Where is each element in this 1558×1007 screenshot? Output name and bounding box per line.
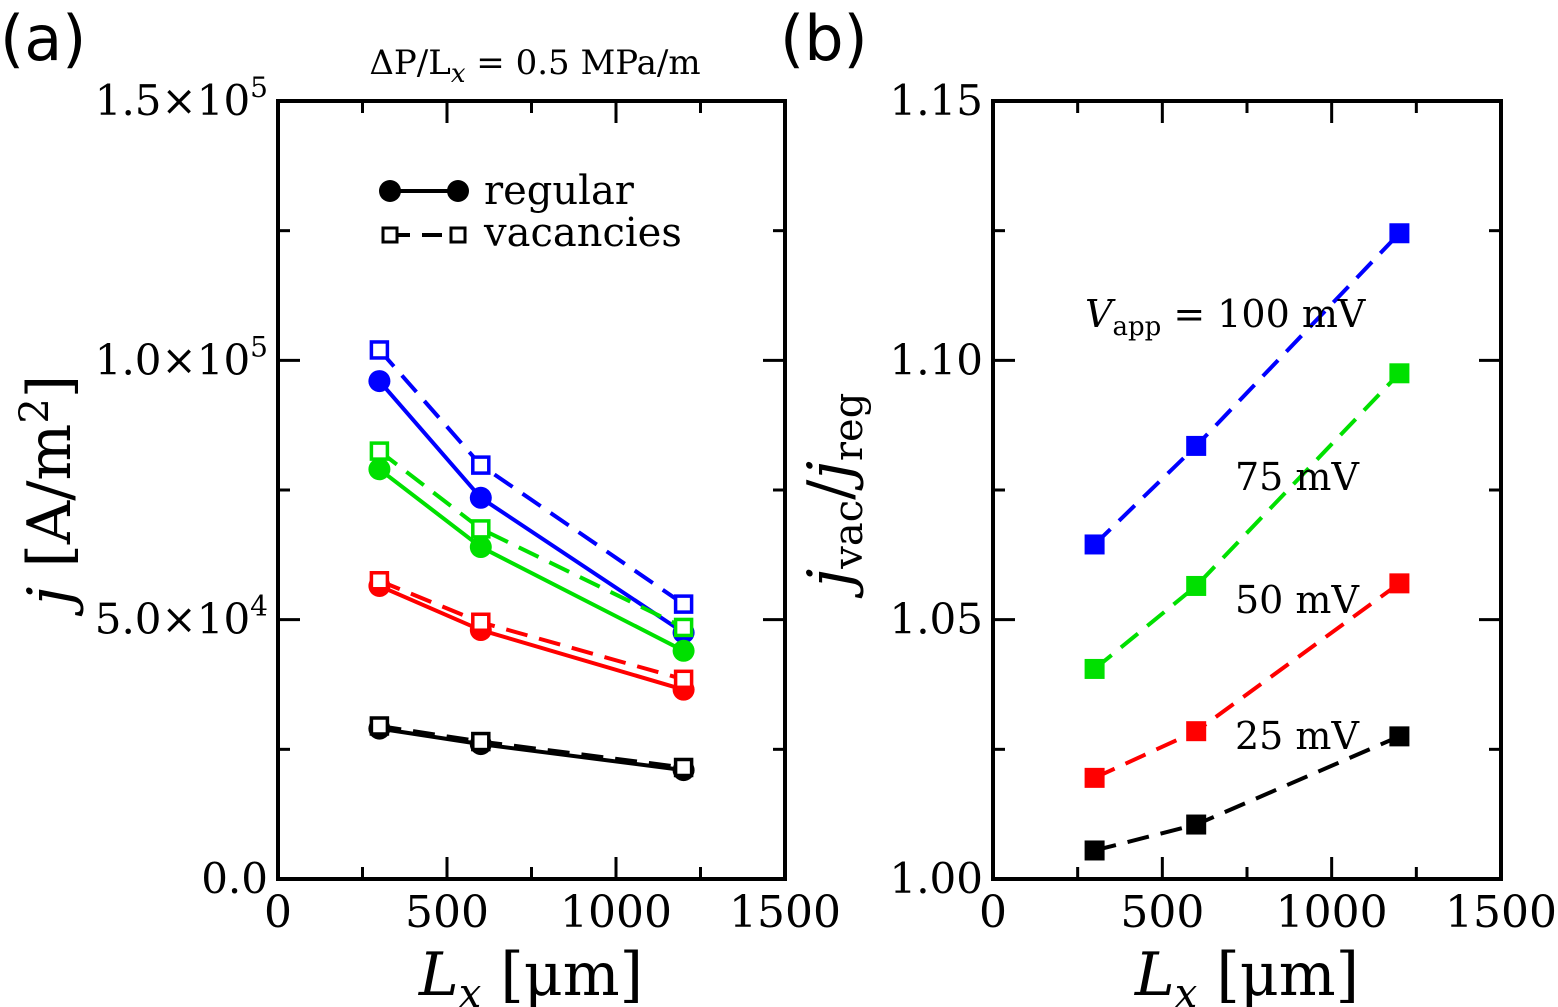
x-tick-label: 1000: [1276, 887, 1388, 938]
data-point: [368, 370, 391, 393]
legend-vacancies-marker-left: [381, 226, 399, 244]
legend-vacancies-label: vacancies: [483, 210, 682, 256]
y-tick-label: 1.05: [889, 595, 983, 644]
legend-vacancies-marker-right: [449, 226, 467, 244]
data-point: [673, 669, 694, 690]
data-point: [369, 716, 390, 736]
y-tick-label: 5.0×104: [95, 590, 268, 644]
legend-regular-marker-left: [379, 180, 401, 202]
chart-b-xlabel: Lx [μm]: [1134, 940, 1359, 1007]
data-point: [368, 458, 391, 481]
data-point: [1084, 534, 1105, 555]
series-line-vacancies-50-mv: [378, 578, 685, 682]
data-point: [673, 757, 694, 778]
y-tick-label: 1.00: [889, 854, 983, 903]
x-tick-label: 1000: [560, 887, 672, 938]
y-tick-label: 1.10: [889, 335, 983, 384]
series-line-75-mv: [1093, 371, 1401, 671]
chart-a-frame: [276, 99, 787, 881]
x-tick-label: 500: [405, 887, 489, 938]
series-line-vacancies-75-mv: [378, 449, 685, 630]
chart-panel-b: 0 500 1000 1500 1.00 1.05 1.10 1.15 Vapp = 100 …: [795, 76, 1557, 1007]
series-line-vacancies-100-mv: [377, 348, 685, 606]
chart-b-ylabel: jvac/jreg: [795, 393, 872, 599]
chart-panel-a: ΔP/Lx = 0.5 MPa/m 0 500 1000 1500 0.0 5.0×104…: [12, 43, 841, 1007]
x-tick-label: 500: [1120, 887, 1204, 938]
data-point: [471, 731, 491, 752]
data-point: [1186, 721, 1207, 742]
x-tick-label: 0: [979, 887, 1007, 938]
data-point: [673, 594, 694, 614]
data-point: [673, 617, 694, 638]
data-point: [1186, 435, 1207, 456]
legend-regular-marker-right: [447, 180, 469, 202]
series-line-regular-100-mv: [377, 379, 685, 635]
annotation-2: 50 mV: [1235, 578, 1359, 622]
y-tick-label: 1.0×105: [95, 330, 268, 384]
data-point: [1389, 573, 1410, 594]
y-tick-label: 0.0: [201, 854, 268, 903]
data-point: [1389, 223, 1410, 244]
panel-label-b: (b): [780, 2, 868, 75]
x-tick-label: 0: [264, 887, 292, 938]
data-point: [1084, 658, 1105, 679]
data-point: [469, 486, 492, 509]
data-point: [1389, 726, 1410, 747]
y-tick-label: 1.15: [889, 76, 983, 125]
y-tick-label: 1.5×105: [95, 71, 268, 125]
data-point: [471, 455, 491, 475]
data-point: [369, 441, 390, 461]
chart-a-title: ΔP/Lx = 0.5 MPa/m: [369, 43, 700, 89]
data-point: [1186, 575, 1207, 596]
data-point: [369, 340, 390, 360]
annotation-0: Vapp = 100 mV: [1085, 292, 1366, 342]
data-point: [672, 639, 695, 662]
chart-a-xlabel: Lx [μm]: [418, 940, 643, 1007]
data-point: [1084, 840, 1105, 861]
series-line-regular-75-mv: [378, 467, 685, 653]
data-point: [1389, 363, 1410, 384]
data-point: [1186, 814, 1207, 835]
data-point: [471, 612, 491, 633]
chart-a-legend: regular vacancies: [379, 168, 682, 256]
chart-b-frame: [991, 99, 1503, 881]
annotation-3: 25 mV: [1235, 714, 1359, 758]
x-tick-label: 1500: [1445, 887, 1557, 938]
data-point: [369, 571, 390, 591]
legend-regular-label: regular: [484, 168, 635, 214]
panel-label-a: (a): [0, 2, 86, 75]
chart-a-ylabel: j [A/m2]: [12, 375, 85, 616]
data-point: [1084, 767, 1105, 788]
data-point: [471, 519, 491, 539]
x-tick-label: 1500: [729, 887, 841, 938]
series-line-vacancies-25-mv: [379, 724, 684, 770]
annotation-1: 75 mV: [1235, 455, 1359, 499]
data-point: [469, 536, 492, 559]
